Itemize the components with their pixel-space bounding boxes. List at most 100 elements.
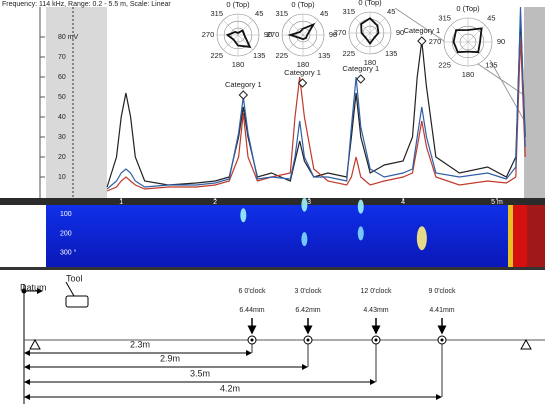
polar-spoke	[369, 32, 386, 49]
polar-label: 0 (Top)	[358, 0, 382, 7]
hotspot	[240, 208, 247, 223]
trace	[106, 6, 526, 190]
heatmap-foot	[0, 267, 545, 270]
polar-label: 315	[276, 9, 289, 18]
category-marker	[417, 36, 427, 46]
clock-label: 12 0'clock	[361, 288, 392, 295]
polar-label: 45	[487, 14, 495, 23]
category-label: Category 1	[284, 68, 321, 77]
polar-label: 270	[202, 30, 215, 39]
y-tick-label: 70	[58, 54, 66, 61]
header-text: Frequency: 114 kHz, Range: 0.2 - 5.5 m, …	[2, 1, 171, 8]
distance-label: 2.9m	[160, 353, 180, 363]
x-tick-label: 4	[401, 199, 405, 206]
polar-label: 0 (Top)	[226, 0, 250, 9]
polar-label: 135	[253, 51, 266, 60]
polar-label: 270	[267, 30, 280, 39]
tool-box	[65, 295, 89, 308]
distance-label: 2.3m	[130, 339, 150, 349]
category-marker	[356, 74, 366, 84]
hotspot	[357, 226, 364, 241]
support	[520, 338, 532, 350]
end-zone	[524, 7, 545, 198]
y-tick-label: 50	[58, 94, 66, 101]
polar-plot: 0 (Top) 45 90 135 180 225 270 315	[267, 0, 337, 69]
hotspot	[301, 197, 308, 212]
x-tick-label: 5 m	[491, 199, 503, 206]
x-tick-label: 3	[307, 199, 311, 206]
polar-label: 0 (Top)	[291, 0, 315, 9]
defect-marker-inner	[250, 338, 254, 342]
polar-label: 315	[211, 9, 224, 18]
distance-label: 4.2m	[220, 383, 240, 393]
depth-label: 4.43mm	[363, 307, 388, 314]
polar-shape	[360, 17, 380, 45]
angle-label: 100	[60, 211, 72, 218]
polar-spoke	[354, 17, 371, 34]
trace	[106, 16, 526, 188]
polar-label: 0 (Top)	[456, 4, 480, 13]
polar-label: 90	[396, 28, 404, 37]
polar-label: 270	[334, 28, 347, 37]
category-marker	[238, 90, 249, 100]
clock-label: 6 0'clock	[238, 288, 266, 295]
defect-marker-inner	[374, 338, 378, 342]
polar-label: 180	[232, 60, 245, 69]
datum-label: Datum	[20, 282, 47, 292]
datum-dot	[21, 288, 27, 294]
x-tick-label: 2	[213, 199, 217, 206]
polar-label: 45	[387, 7, 395, 16]
hotspot	[416, 226, 427, 251]
polar-spoke	[354, 32, 371, 49]
polar-label: 180	[364, 58, 377, 67]
polar-label: 315	[343, 7, 356, 16]
dead-zone	[46, 7, 107, 198]
angle-label: 300 °	[60, 248, 77, 256]
defect-marker-inner	[306, 338, 310, 342]
polar-spoke	[467, 41, 486, 60]
y-tick-label: 20	[58, 154, 66, 161]
polar-shape	[225, 29, 252, 48]
clock-label: 9 0'clock	[428, 288, 456, 295]
polar-label: 135	[485, 60, 498, 69]
polar-plot: 0 (Top) 45 90 135 180 225 270 315	[202, 0, 272, 69]
diagram: Datum Tool 6 0'clock 6.44mm 2.3m 3 0'clock 6…	[20, 273, 545, 404]
category-label: Category 1	[404, 26, 441, 35]
polar-label: 45	[255, 9, 263, 18]
category-label: Category 1	[342, 64, 379, 73]
polar-plot: 0 (Top) 45 90 135 180 225 270 315	[334, 0, 404, 67]
polar-label: 90	[329, 30, 337, 39]
heatmap-bg	[46, 205, 545, 267]
polar-spoke	[450, 24, 469, 43]
polar-plot: 0 (Top) 45 90 135 180 225 270 315	[429, 4, 505, 79]
polar-shape	[287, 22, 316, 41]
hotspot	[357, 199, 364, 214]
y-tick-label: 30	[58, 134, 66, 141]
trace	[106, 36, 526, 192]
polar-label: 225	[343, 49, 356, 58]
heatmap-end	[513, 205, 527, 267]
angle-label: 200	[60, 230, 72, 237]
polar-label: 315	[438, 14, 451, 23]
heatmap-end	[508, 205, 516, 267]
x-tick-label: 1	[119, 199, 123, 206]
polar-label: 180	[462, 70, 475, 79]
distance-label: 3.5m	[190, 368, 210, 378]
tool-label: Tool	[66, 273, 83, 283]
polar-label: 90	[497, 37, 505, 46]
polar-label: 225	[276, 51, 289, 60]
y-tick-label: 80 mV	[58, 34, 79, 41]
defect-marker-inner	[440, 338, 444, 342]
polar-label: 45	[320, 9, 328, 18]
polar-label: 135	[318, 51, 331, 60]
polar-spoke	[450, 41, 469, 60]
y-tick-label: 10	[58, 174, 66, 181]
depth-label: 4.41mm	[429, 307, 454, 314]
depth-label: 6.42mm	[295, 307, 320, 314]
polar-label: 225	[438, 60, 451, 69]
clock-label: 3 0'clock	[294, 288, 322, 295]
category-marker	[297, 78, 308, 88]
support	[29, 338, 41, 350]
polar-label: 180	[297, 60, 310, 69]
tool-leader	[65, 281, 75, 297]
